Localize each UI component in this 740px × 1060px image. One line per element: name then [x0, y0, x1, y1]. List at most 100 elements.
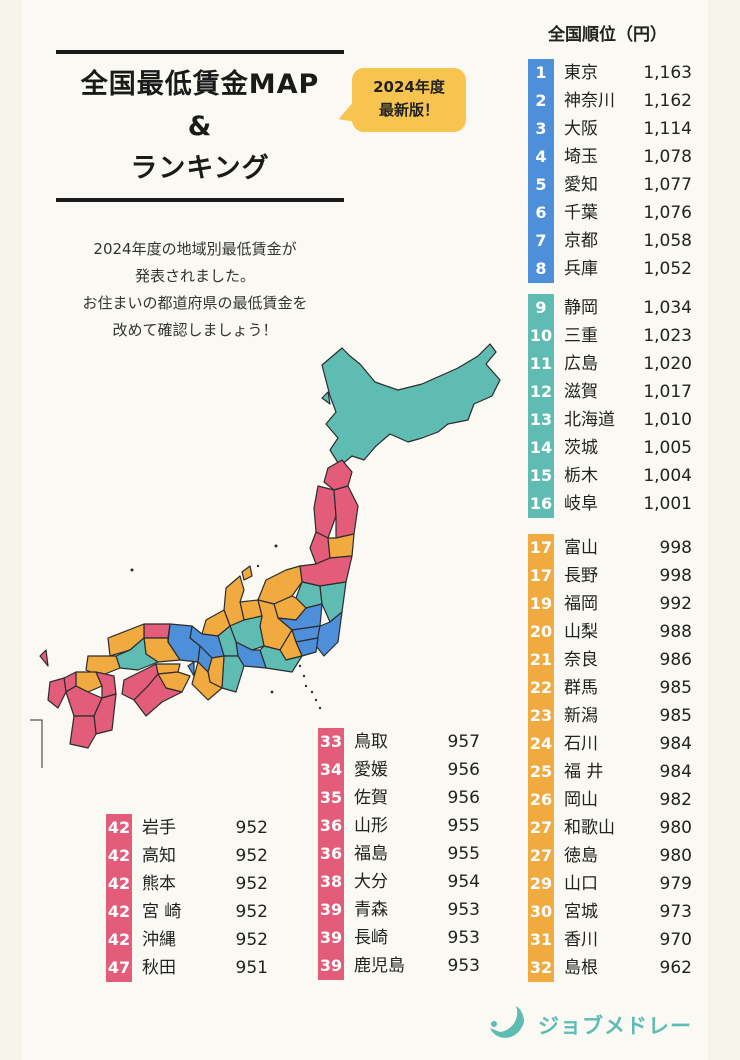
- prefecture-name: 徳島: [564, 846, 598, 866]
- ranking-row: 7 京都 1,058: [528, 227, 692, 255]
- prefecture-name: 静岡: [564, 298, 598, 318]
- ranking-row: 16 岐阜 1,001: [528, 490, 692, 518]
- map-region-hiroshima: [115, 637, 159, 671]
- map-region-mie: [221, 655, 245, 693]
- prefecture-name: 長崎: [354, 928, 388, 948]
- rank-number: 36: [318, 840, 344, 868]
- wage-value: 1,163: [643, 63, 692, 83]
- ranking-row: 4 埼玉 1,078: [528, 143, 692, 171]
- rank-number: 20: [528, 618, 554, 646]
- rank-number: 38: [318, 868, 344, 896]
- prefecture-name: 福島: [354, 844, 388, 864]
- ranking-row: 1 東京 1,163: [528, 59, 692, 87]
- ranking-row: 14 茨城 1,005: [528, 434, 692, 462]
- wage-value: 1,004: [643, 466, 692, 486]
- ranking-row: 23 新潟 985: [528, 702, 692, 730]
- ranking-row: 42 岩手 952: [106, 814, 270, 842]
- wage-value: 953: [447, 928, 480, 948]
- rank-number: 7: [528, 227, 554, 255]
- wage-value: 953: [447, 956, 480, 976]
- wage-value: 1,058: [643, 231, 692, 251]
- prefecture-name: 三重: [564, 326, 598, 346]
- wage-value: 1,076: [643, 203, 692, 223]
- prefecture-name: 熊本: [142, 874, 176, 894]
- ranking-row: 21 奈良 986: [528, 646, 692, 674]
- prefecture-name: 兵庫: [564, 259, 598, 279]
- prefecture-name: 宮 崎: [142, 902, 182, 922]
- rank-number: 42: [106, 898, 132, 926]
- rank-number: 34: [318, 756, 344, 784]
- prefecture-name: 島根: [564, 958, 598, 978]
- ranking-row: 38 大分 954: [318, 868, 480, 896]
- title-bottom-rule: [56, 198, 344, 202]
- prefecture-name: 山形: [354, 816, 388, 836]
- prefecture-name: 和歌山: [564, 818, 615, 838]
- rank-number: 23: [528, 702, 554, 730]
- map-region-tsushima: [39, 649, 49, 667]
- wage-value: 952: [235, 846, 268, 866]
- rank-number: 19: [528, 590, 554, 618]
- map-region-hokkaido: [321, 343, 501, 467]
- ranking-row: 42 宮 崎 952: [106, 898, 270, 926]
- map-region-tottori: [143, 623, 171, 639]
- wage-value: 952: [235, 874, 268, 894]
- wage-value: 992: [659, 594, 692, 614]
- prefecture-name: 宮城: [564, 902, 598, 922]
- prefecture-name: 香川: [564, 930, 598, 950]
- prefecture-name: 千葉: [564, 203, 598, 223]
- wage-value: 986: [659, 650, 692, 670]
- rank-number: 35: [318, 784, 344, 812]
- rank-number: 12: [528, 378, 554, 406]
- map-region-hokkaido-islet: [321, 391, 331, 405]
- ranking-row: 3 大阪 1,114: [528, 115, 692, 143]
- prefecture-name: 大阪: [564, 119, 598, 139]
- map-region-wakayama: [191, 661, 223, 701]
- map-region-sado: [241, 565, 253, 581]
- ranking-list-teal: 9 静岡 1,034 10 三重 1,023 11 広島 1,020 12 滋賀 1,017 13 北海道…: [528, 294, 692, 518]
- wage-value: 984: [659, 734, 692, 754]
- wage-value: 951: [235, 958, 268, 978]
- rank-number: 17: [528, 562, 554, 590]
- ranking-list-red-low: 42 岩手 952 42 高知 952 42 熊本 952 42 宮 崎 952 42 沖縄 952 47 秋田…: [106, 814, 270, 982]
- rank-number: 31: [528, 926, 554, 954]
- map-region-akita: [313, 485, 337, 539]
- ranking-row: 26 岡山 982: [528, 786, 692, 814]
- ranking-row: 2 神奈川 1,162: [528, 87, 692, 115]
- ranking-row: 24 石川 984: [528, 730, 692, 758]
- ranking-row: 22 群馬 985: [528, 674, 692, 702]
- prefecture-name: 富山: [564, 538, 598, 558]
- wage-value: 956: [447, 788, 480, 808]
- prefecture-name: 高知: [142, 846, 176, 866]
- ranking-row: 25 福 井 984: [528, 758, 692, 786]
- prefecture-name: 大分: [354, 872, 388, 892]
- rank-number: 26: [528, 786, 554, 814]
- ranking-row: 19 福岡 992: [528, 590, 692, 618]
- ranking-row: 47 秋田 951: [106, 954, 270, 982]
- rank-number: 10: [528, 322, 554, 350]
- ranking-row: 27 徳島 980: [528, 842, 692, 870]
- wage-value: 988: [659, 622, 692, 642]
- ranking-row: 32 島根 962: [528, 954, 692, 982]
- prefecture-name: 福岡: [564, 594, 598, 614]
- prefecture-name: 栃木: [564, 466, 598, 486]
- rank-number: 42: [106, 814, 132, 842]
- wage-value: 979: [659, 874, 692, 894]
- map-region-miyazaki: [93, 693, 117, 735]
- rank-number: 22: [528, 674, 554, 702]
- prefecture-name: 鹿児島: [354, 956, 405, 976]
- prefecture-name: 秋田: [142, 958, 176, 978]
- title-block: 全国最低賃金MAP & ランキング: [56, 50, 344, 202]
- wage-value: 985: [659, 706, 692, 726]
- wage-value: 980: [659, 818, 692, 838]
- ranking-row: 10 三重 1,023: [528, 322, 692, 350]
- ranking-row: 33 鳥取 957: [318, 728, 480, 756]
- wage-value: 1,005: [643, 438, 692, 458]
- wage-value: 952: [235, 818, 268, 838]
- ranking-row: 27 和歌山 980: [528, 814, 692, 842]
- prefecture-name: 青森: [354, 900, 388, 920]
- wage-value: 1,078: [643, 147, 692, 167]
- prefecture-name: 山口: [564, 874, 598, 894]
- prefecture-name: 福 井: [564, 762, 604, 782]
- edition-badge: 2024年度 最新版！: [352, 68, 466, 132]
- ranking-list-orange: 17 富山 998 17 長野 998 19 福岡 992 20 山梨 988 21 奈良 986 22 群馬 9…: [528, 534, 692, 982]
